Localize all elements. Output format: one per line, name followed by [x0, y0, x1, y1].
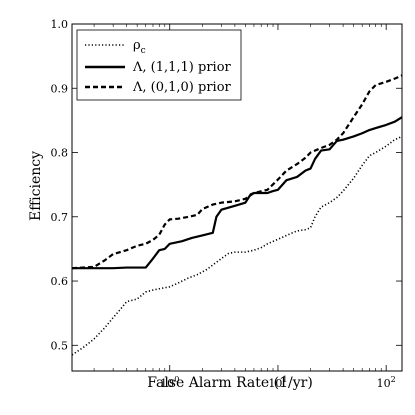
legend: ρc Λ, (1,1,1) prior Λ, (0,1,0) prior: [76, 29, 242, 101]
legend-label-rho-sub: c: [141, 46, 146, 56]
y-axis-label: Efficiency: [28, 151, 44, 221]
series-prior-111-line: [72, 116, 403, 270]
legend-box: [76, 29, 242, 101]
legend-label-prior-111: Λ, (1,1,1) prior: [132, 60, 232, 75]
legend-label-rho-main: ρ: [133, 38, 141, 53]
series-rho-line: [71, 135, 403, 356]
plot-frame: [71, 23, 403, 372]
x-axis-label: False Alarm Rate (1/yr): [147, 375, 313, 391]
y-tick-label-5: 1.0: [51, 18, 69, 31]
series-prior-010-line: [71, 74, 403, 270]
y-tick-label-3: 0.8: [51, 147, 69, 160]
y-tick-label-1: 0.6: [51, 275, 69, 288]
legend-label-prior-010: Λ, (0,1,0) prior: [132, 80, 232, 95]
x-tick-label-1: 101: [268, 375, 287, 390]
y-tick-label-4: 0.9: [51, 82, 69, 95]
x-tick-label-0: 100: [160, 375, 179, 390]
y-tick-label-0: 0.5: [51, 339, 69, 352]
y-tick-label-2: 0.7: [51, 211, 69, 224]
x-tick-label-2: 102: [377, 375, 396, 390]
tick-labels: 0.5 0.6 0.7 0.8 0.9 1.0 100 101 102: [51, 18, 396, 390]
series-lines: [71, 74, 403, 356]
legend-label-rho: ρc: [133, 38, 146, 56]
